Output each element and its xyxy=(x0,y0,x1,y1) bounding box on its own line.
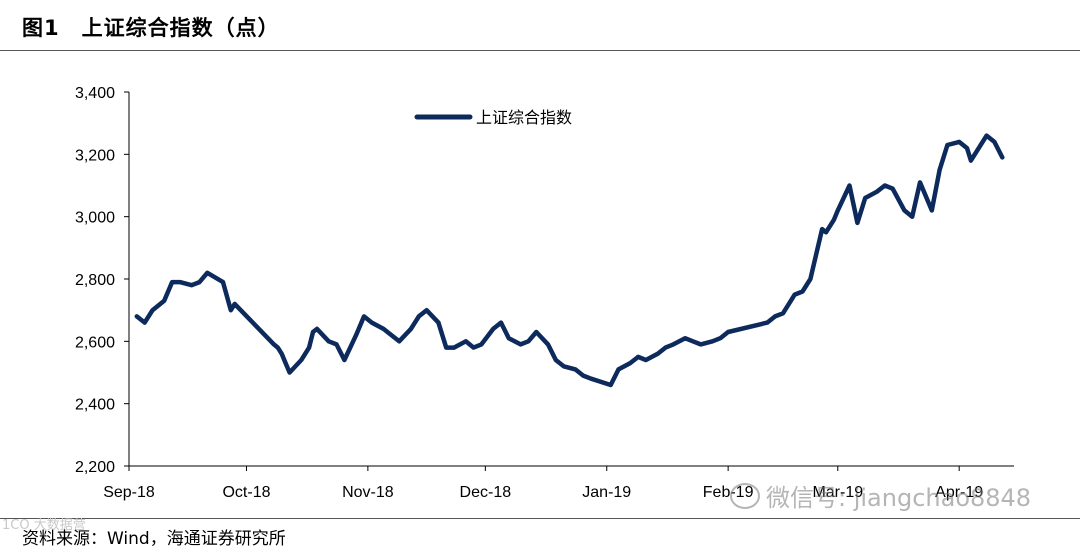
chart-axes xyxy=(128,92,1014,467)
y-tick-label: 3,200 xyxy=(75,147,115,164)
x-tick-label: Sep-18 xyxy=(103,484,155,501)
x-tick-label: Apr-19 xyxy=(935,484,983,501)
watermark-wechat: 微信号: jiangchao8848 xyxy=(730,478,1031,513)
y-tick-label: 2,600 xyxy=(75,334,115,351)
x-tick-label: Nov-18 xyxy=(342,484,394,501)
x-tick-label: Mar-19 xyxy=(812,484,863,501)
legend-label: 上证综合指数 xyxy=(476,108,572,127)
x-tick-label: Jan-19 xyxy=(582,484,631,501)
y-tick-label: 3,000 xyxy=(75,210,115,227)
y-tick-label: 2,800 xyxy=(75,272,115,289)
chart-legend: 上证综合指数 xyxy=(414,108,572,127)
y-tick-label: 2,200 xyxy=(75,459,115,476)
series-line-shanghai-composite xyxy=(134,133,1005,388)
figure-title: 图1 上证综合指数（点） xyxy=(22,12,280,42)
y-tick-label: 3,400 xyxy=(75,85,115,102)
y-tick-label: 2,400 xyxy=(75,397,115,414)
source-note: 资料来源：Wind，海通证券研究所 xyxy=(22,529,286,549)
x-tick-label: Dec-18 xyxy=(460,484,512,501)
watermark-logo-text: 1CO 大数据营 xyxy=(2,518,86,533)
top-rule xyxy=(0,50,1080,51)
bottom-rule xyxy=(0,518,1080,519)
x-tick-label: Oct-18 xyxy=(222,484,270,501)
figure-title-text: 上证综合指数（点） xyxy=(81,16,280,40)
y-axis-ticks: 2,200 2,400 2,600 2,800 3,000 3,200 3,400 xyxy=(75,85,129,476)
figure-number: 图1 xyxy=(22,16,60,40)
wechat-icon xyxy=(730,482,760,509)
watermark-wechat-text: 微信号: jiangchao8848 xyxy=(766,484,1032,512)
